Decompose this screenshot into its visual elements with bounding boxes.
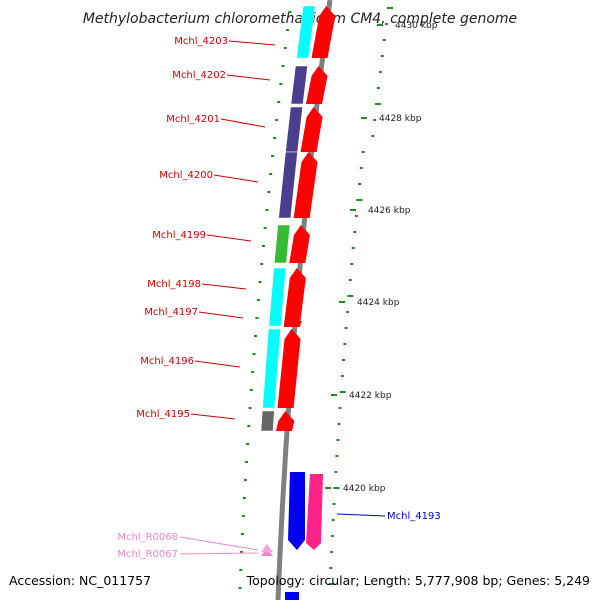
label-line bbox=[336, 513, 386, 517]
cog-bar bbox=[268, 267, 287, 327]
label-line bbox=[228, 40, 276, 46]
cog-bar bbox=[296, 5, 316, 59]
gene-label: Mchl_4200 bbox=[159, 170, 213, 181]
gene-arrow bbox=[275, 411, 295, 431]
label-line bbox=[226, 74, 271, 81]
label-line bbox=[220, 118, 266, 128]
gene-features bbox=[260, 5, 336, 600]
gene-arrow bbox=[311, 6, 336, 58]
gene-arrow bbox=[305, 66, 328, 104]
gene-label: Mchl_4196 bbox=[140, 356, 194, 367]
cog-bar bbox=[278, 151, 298, 219]
gene-arrow bbox=[277, 329, 301, 408]
gene-arrow bbox=[293, 152, 318, 218]
map-title: Methylobacterium chloromethanicum CM4, c… bbox=[83, 11, 517, 27]
cog-bar bbox=[260, 410, 275, 432]
gene-label: Mchl_4199 bbox=[152, 230, 206, 241]
gene-label: Mchl_4193 bbox=[387, 511, 441, 522]
cog-bar bbox=[306, 474, 323, 550]
scale-label: 4428 kbp bbox=[379, 114, 422, 124]
cog-bar bbox=[262, 328, 281, 409]
genome-summary-text: Topology: circular; Length: 5,777,908 bp… bbox=[246, 573, 590, 588]
gene-arrow bbox=[283, 316, 302, 327]
label-line bbox=[194, 360, 241, 368]
gene-label: Mchl_4197 bbox=[144, 307, 198, 318]
cog-bar bbox=[290, 65, 308, 105]
scale-label: 4430 kbp bbox=[395, 21, 438, 31]
scale-label: 4424 kbp bbox=[357, 298, 400, 308]
scale-label: 4422 kbp bbox=[349, 391, 392, 401]
cog-bar bbox=[285, 106, 303, 153]
gene-label: Mchl_4195 bbox=[136, 409, 190, 420]
gene-label: Mchl_4203 bbox=[174, 36, 228, 47]
label-line bbox=[201, 283, 247, 290]
rna-gene-label: Mchl_R0067 bbox=[117, 549, 178, 560]
accession-text: Accession: NC_011757 bbox=[9, 573, 151, 588]
label-line bbox=[190, 413, 236, 420]
gene-arrow bbox=[288, 472, 305, 550]
tick-marks bbox=[238, 7, 393, 589]
label-line bbox=[213, 174, 259, 183]
gene-labels: Mchl_4203 Mchl_4202 Mchl_4201 Mchl_4200 Mchl… bbox=[117, 36, 440, 560]
scale-label: 4420 kbp bbox=[343, 484, 386, 494]
gene-label: Mchl_4202 bbox=[172, 70, 226, 81]
gene-label: Mchl_4201 bbox=[166, 114, 220, 125]
gene-label: Mchl_4198 bbox=[147, 279, 201, 290]
gene-arrow bbox=[289, 225, 310, 263]
scale-label: 4426 kbp bbox=[368, 206, 411, 216]
label-line bbox=[179, 536, 259, 551]
rna-gene-label: Mchl_R0068 bbox=[117, 532, 178, 543]
rna-gene-arrow bbox=[261, 544, 273, 552]
gene-arrow bbox=[283, 268, 306, 326]
gene-arrow bbox=[300, 107, 323, 152]
label-line bbox=[179, 552, 259, 555]
scale-labels: 4430 kbp 4428 kbp 4426 kbp 4424 kbp 4422 kbp… bbox=[325, 21, 438, 494]
label-line bbox=[198, 311, 244, 319]
label-line bbox=[206, 234, 252, 242]
cog-bar bbox=[274, 224, 291, 264]
gene-arrow bbox=[285, 592, 299, 600]
